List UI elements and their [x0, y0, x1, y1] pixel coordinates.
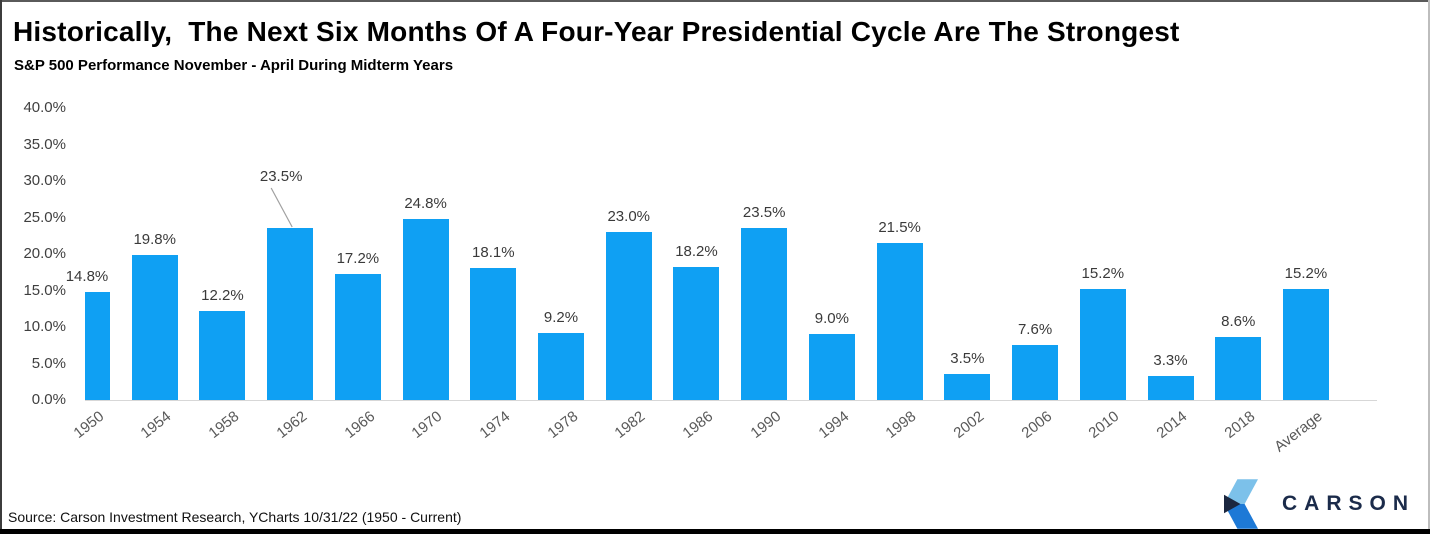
frame-border-top	[0, 0, 1430, 2]
x-axis-category-label: 1982	[611, 407, 649, 442]
carson-chevron-icon	[1224, 479, 1258, 529]
x-axis-category-label: 2002	[950, 407, 988, 442]
bar-2002	[944, 374, 991, 400]
bar-2018	[1215, 337, 1262, 400]
x-axis-category-label: 1986	[679, 407, 717, 442]
bar-value-label: 9.2%	[543, 309, 579, 326]
x-axis-category-label: 1970	[408, 407, 446, 442]
bar-value-label: 9.0%	[814, 310, 849, 327]
bar-value-label: 24.8%	[404, 195, 447, 212]
x-axis-category-label: 1958	[205, 407, 243, 442]
x-axis-category-label: 1978	[544, 407, 581, 442]
bar-value-label: 8.6%	[1221, 313, 1256, 330]
bar-1994	[808, 334, 855, 400]
bar-value-label: 23.5%	[259, 168, 303, 185]
bar-value-label: 18.1%	[472, 244, 515, 261]
y-axis-tick-label: 30.0%	[23, 172, 66, 189]
chart-subtitle: S&P 500 Performance November - April Dur…	[14, 57, 454, 74]
y-axis-tick-label: 10.0%	[23, 318, 66, 335]
source-note: Source: Carson Investment Research, YCha…	[8, 509, 462, 525]
y-axis-tick-label: 40.0%	[23, 99, 66, 116]
x-axis-category-label: 2006	[1018, 407, 1056, 442]
bar-value-label: 3.5%	[950, 350, 985, 367]
bar-value-label: 18.2%	[675, 243, 718, 260]
x-axis-line	[85, 400, 1377, 401]
carson-logo: CARSON	[1224, 479, 1424, 529]
y-axis-tick-label: 35.0%	[23, 135, 66, 153]
x-axis-category-label: Average	[1271, 407, 1326, 456]
y-axis-tick-label: 20.0%	[23, 245, 66, 262]
frame-border-left	[0, 0, 2, 534]
x-axis-category-label: 1954	[137, 407, 175, 442]
frame-border-bottom	[0, 529, 1430, 534]
carson-logo-wordmark: CARSON	[1282, 492, 1416, 515]
frame-border-right	[1428, 0, 1430, 534]
bar-value-label: 14.8%	[65, 268, 109, 285]
bar-1962	[267, 228, 314, 400]
bar-1986	[673, 267, 720, 400]
bar-value-label: 21.5%	[878, 219, 921, 236]
y-axis-tick-label: 15.0%	[23, 281, 66, 299]
plot-area	[85, 90, 1377, 400]
x-axis-category-label: 2010	[1085, 407, 1123, 442]
bar-value-label: 12.2%	[201, 287, 244, 304]
bar-value-label: 19.8%	[133, 231, 176, 248]
x-axis-category-label: 2014	[1153, 407, 1191, 442]
bar-1954	[131, 255, 178, 400]
bar-value-label: 23.5%	[742, 204, 786, 221]
bar-2006	[1012, 345, 1059, 400]
bar-1978	[538, 333, 585, 400]
bar-value-label: 17.2%	[336, 250, 380, 267]
x-axis-category-label: 1974	[476, 407, 514, 442]
y-axis-tick-label: 25.0%	[23, 208, 66, 226]
bar-2014	[1147, 376, 1194, 400]
bar-value-label: 7.6%	[1017, 321, 1053, 338]
bar-1982	[605, 232, 652, 400]
bar-value-label: 15.2%	[1081, 265, 1125, 282]
x-axis-category-label: 1962	[273, 407, 311, 442]
bar-value-label: 3.3%	[1153, 352, 1188, 369]
x-axis-category-label: 1950	[70, 407, 107, 442]
y-axis-tick-label: 0.0%	[31, 391, 66, 408]
x-axis-category-label: 2018	[1221, 407, 1259, 442]
bar-value-label: 15.2%	[1284, 265, 1328, 282]
y-axis-tick-label: 5.0%	[31, 354, 66, 372]
chart-title: Historically, The Next Six Months Of A F…	[13, 16, 1180, 47]
x-axis-category-label: 1966	[341, 407, 378, 442]
bar-1974	[470, 268, 517, 400]
bar-1966	[334, 274, 381, 400]
bar-1958	[199, 311, 246, 400]
bar-average	[1282, 289, 1329, 400]
bar-2010	[1079, 289, 1126, 400]
x-axis-category-label: 1998	[882, 407, 920, 442]
x-axis-category-label: 1990	[747, 407, 785, 442]
bar-1990	[741, 228, 788, 400]
x-axis-category-label: 1994	[815, 407, 852, 442]
bar-1950	[85, 292, 110, 400]
bar-1998	[876, 243, 923, 400]
bar-1970	[402, 219, 449, 400]
bar-value-label: 23.0%	[607, 208, 651, 225]
